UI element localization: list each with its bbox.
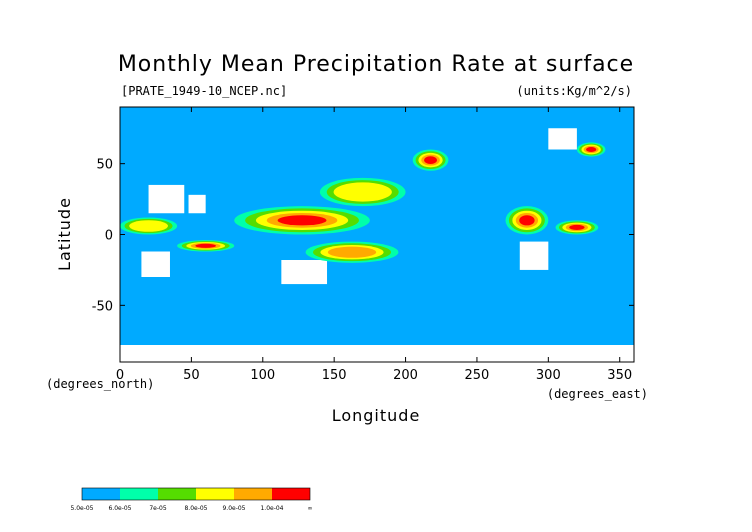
chart-title: Monthly Mean Precipitation Rate at surfa… — [118, 52, 634, 77]
plot-frame — [119, 106, 635, 363]
missing-data-region — [281, 260, 328, 285]
x-tick-label: 150 — [322, 368, 347, 383]
precip-contour — [333, 182, 392, 202]
legend-swatch — [120, 488, 158, 500]
y-tick-label: 50 — [96, 158, 113, 173]
legend-label: 7e-05 — [149, 505, 166, 512]
precip-contour — [586, 146, 597, 153]
legend-label: 9.0e-05 — [222, 505, 245, 512]
legend-swatch — [272, 488, 310, 500]
legend-swatch — [158, 488, 196, 500]
legend-label: 6.0e-05 — [108, 505, 131, 512]
missing-data-region — [141, 251, 170, 277]
color-legend: 5.0e-05 6.0e-05 7e-05 8.0e-05 9.0e-05 1.0e-04… — [70, 487, 313, 512]
missing-data-region — [519, 241, 549, 270]
precip-contour — [277, 215, 327, 226]
axis-ticks: 0 50 100 150 200 250 300 350 50 0 -50 — [92, 107, 634, 383]
precip-contour — [569, 224, 585, 230]
legend-swatch — [82, 488, 120, 500]
legend-frame — [81, 487, 311, 501]
precip-contour — [327, 246, 377, 258]
precip-contour — [129, 220, 168, 232]
x-tick-label: 250 — [465, 368, 490, 383]
precip-contour — [424, 156, 437, 164]
missing-data-region — [148, 184, 185, 214]
missing-data-region — [188, 194, 206, 214]
x-tick-label: 200 — [393, 368, 418, 383]
x-tick-label: 350 — [607, 368, 632, 383]
legend-label: ∞ — [308, 505, 313, 512]
y-tick-label: -50 — [92, 299, 113, 314]
x-unit-label: (degrees_east) — [547, 387, 648, 401]
units-label: (units:Kg/m^2/s) — [516, 84, 632, 98]
legend-swatch — [196, 488, 234, 500]
legend-label: 1.0e-04 — [260, 505, 283, 512]
legend-label: 5.0e-05 — [70, 505, 93, 512]
y-axis-label: Latitude — [55, 197, 74, 271]
x-tick-label: 100 — [250, 368, 275, 383]
y-unit-label: (degrees_north) — [46, 377, 154, 391]
x-axis-label: Longitude — [332, 406, 421, 425]
x-tick-label: 300 — [536, 368, 561, 383]
missing-data-region — [548, 128, 577, 150]
legend-swatch — [234, 488, 272, 500]
file-label: [PRATE_1949-10_NCEP.nc] — [121, 84, 287, 98]
x-tick-label: 0 — [116, 368, 124, 383]
legend-label: 8.0e-05 — [184, 505, 207, 512]
y-tick-label: 0 — [105, 229, 113, 244]
map-area — [120, 107, 634, 362]
precip-contour — [195, 243, 216, 248]
missing-data-region — [120, 345, 634, 362]
x-tick-label: 50 — [183, 368, 200, 383]
precip-contour — [519, 215, 535, 226]
